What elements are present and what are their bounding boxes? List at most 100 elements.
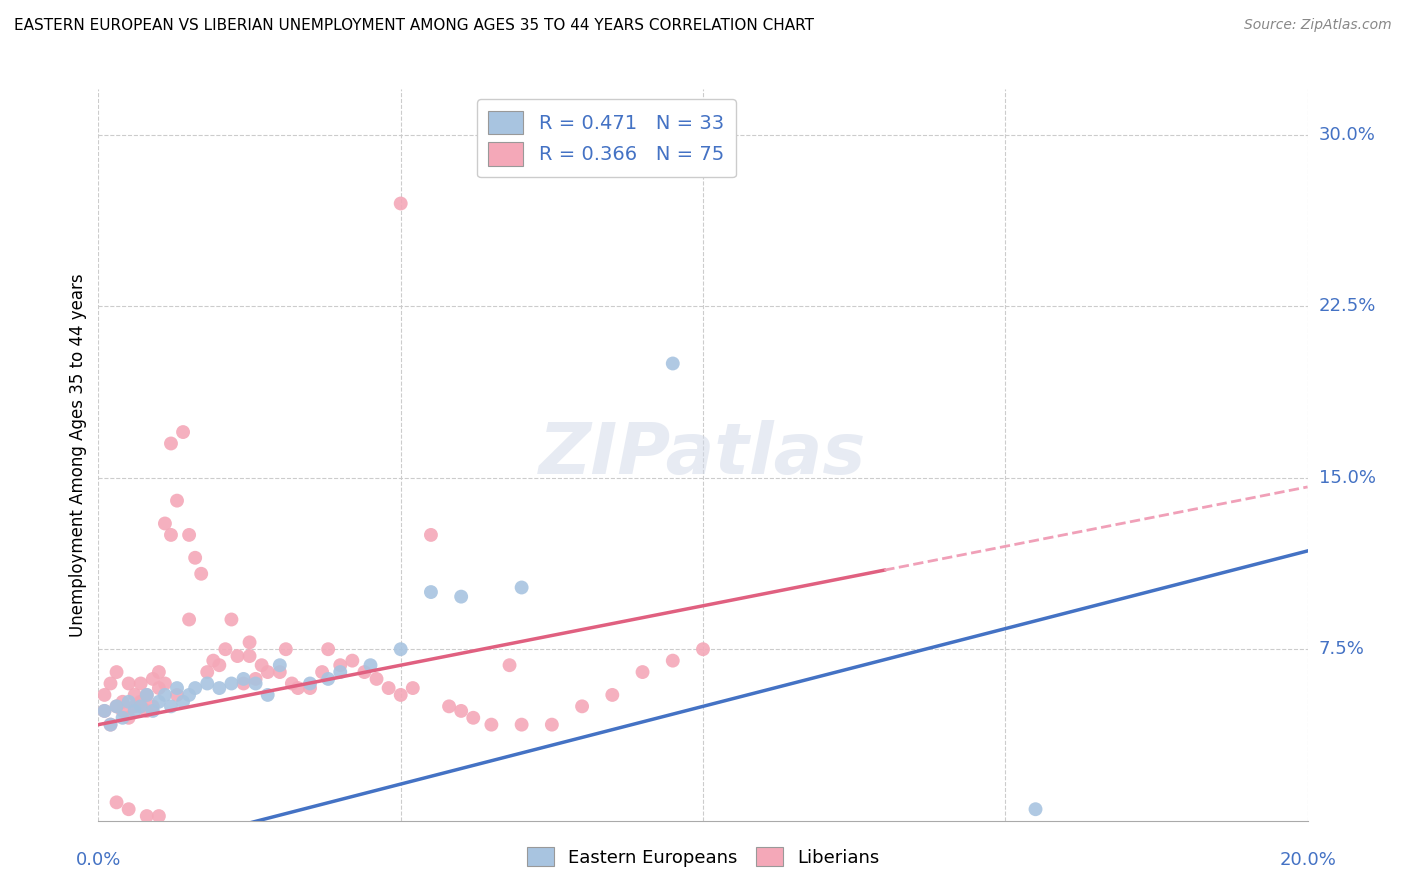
Point <box>124 688 146 702</box>
Text: EASTERN EUROPEAN VS LIBERIAN UNEMPLOYMENT AMONG AGES 35 TO 44 YEARS CORRELATION : EASTERN EUROPEAN VS LIBERIAN UNEMPLOYMEN… <box>14 18 814 33</box>
Point <box>498 658 520 673</box>
Point <box>208 681 231 695</box>
Point <box>118 676 141 690</box>
Point <box>287 681 309 695</box>
Text: Source: ZipAtlas.com: Source: ZipAtlas.com <box>1244 18 1392 32</box>
Text: 0.0%: 0.0% <box>76 851 121 869</box>
Point <box>160 528 183 542</box>
Point <box>129 699 152 714</box>
Point <box>661 356 683 371</box>
Point <box>135 688 157 702</box>
Point <box>195 676 218 690</box>
Point <box>419 528 441 542</box>
Point <box>202 654 225 668</box>
Point <box>172 695 194 709</box>
Point <box>450 590 472 604</box>
Point <box>250 658 273 673</box>
Point <box>329 658 352 673</box>
Point <box>148 809 170 823</box>
Point <box>93 704 115 718</box>
Point <box>100 717 122 731</box>
Point <box>190 566 212 581</box>
Point <box>510 717 533 731</box>
Point <box>239 649 262 664</box>
Point <box>571 699 593 714</box>
Point <box>419 585 441 599</box>
Point <box>281 676 304 690</box>
Point <box>269 658 291 673</box>
Point <box>142 672 165 686</box>
Point <box>342 654 364 668</box>
Point <box>366 672 388 686</box>
Point <box>602 688 624 702</box>
Text: 7.5%: 7.5% <box>1319 640 1365 658</box>
Point <box>148 695 170 709</box>
Point <box>160 699 183 714</box>
Point <box>316 672 339 686</box>
Text: 15.0%: 15.0% <box>1319 469 1375 487</box>
Point <box>232 676 254 690</box>
Text: 20.0%: 20.0% <box>1279 851 1336 869</box>
Point <box>148 665 170 679</box>
Point <box>166 681 188 695</box>
Point <box>93 688 115 702</box>
Point <box>135 704 157 718</box>
Point <box>135 688 157 702</box>
Point <box>214 642 236 657</box>
Point <box>208 658 231 673</box>
Point <box>111 711 134 725</box>
Point <box>105 796 128 810</box>
Point <box>142 704 165 718</box>
Point <box>245 676 267 690</box>
Point <box>118 695 141 709</box>
Point <box>153 676 176 690</box>
Legend: Eastern Europeans, Liberians: Eastern Europeans, Liberians <box>519 840 887 874</box>
Point <box>269 665 291 679</box>
Point <box>389 196 412 211</box>
Point <box>311 665 333 679</box>
Point <box>299 676 322 690</box>
Point <box>100 717 122 731</box>
Point <box>360 658 382 673</box>
Point <box>105 665 128 679</box>
Point <box>177 688 201 702</box>
Text: 30.0%: 30.0% <box>1319 126 1375 144</box>
Point <box>124 699 146 714</box>
Point <box>221 676 243 690</box>
Point <box>463 711 485 725</box>
Point <box>129 676 152 690</box>
Point <box>692 642 714 657</box>
Point <box>184 681 207 695</box>
Y-axis label: Unemployment Among Ages 35 to 44 years: Unemployment Among Ages 35 to 44 years <box>69 273 87 637</box>
Point <box>510 581 533 595</box>
Text: ZIPatlas: ZIPatlas <box>540 420 866 490</box>
Point <box>105 699 128 714</box>
Point <box>148 681 170 695</box>
Point <box>118 711 141 725</box>
Point <box>256 688 278 702</box>
Point <box>316 642 339 657</box>
Legend: R = 0.471   N = 33, R = 0.366   N = 75: R = 0.471 N = 33, R = 0.366 N = 75 <box>477 99 735 178</box>
Point <box>402 681 425 695</box>
Point <box>93 704 115 718</box>
Point <box>389 642 412 657</box>
Point <box>160 436 183 450</box>
Point <box>389 688 412 702</box>
Point <box>129 695 152 709</box>
Point <box>481 717 503 731</box>
Point <box>239 635 262 649</box>
Point <box>221 613 243 627</box>
Point <box>353 665 375 679</box>
Text: 22.5%: 22.5% <box>1319 297 1376 316</box>
Point <box>105 699 128 714</box>
Point <box>256 665 278 679</box>
Point <box>377 681 399 695</box>
Point <box>177 528 201 542</box>
Point <box>184 550 207 565</box>
Point <box>437 699 460 714</box>
Point <box>631 665 654 679</box>
Point <box>274 642 297 657</box>
Point <box>100 676 122 690</box>
Point <box>124 704 146 718</box>
Point <box>450 704 472 718</box>
